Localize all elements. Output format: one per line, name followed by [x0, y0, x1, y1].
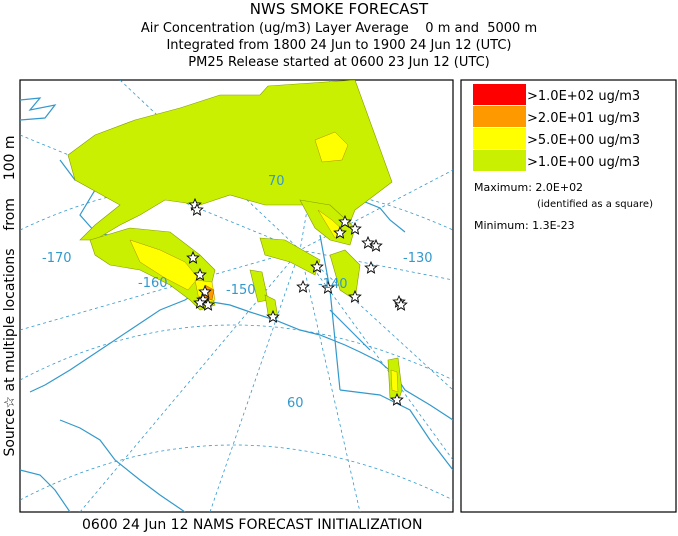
legend-swatch: [473, 84, 526, 105]
source-star: [266, 309, 280, 323]
minimum: Minimum: 1.3E-23: [474, 219, 575, 232]
legend-label: >2.0E+01 ug/m3: [527, 111, 640, 126]
legend-label: >5.0E+00 ug/m3: [527, 133, 640, 148]
graticule-label: -170: [42, 251, 72, 266]
source-star: [321, 280, 335, 294]
source-star: [348, 289, 362, 303]
legend-swatch: [473, 150, 526, 171]
graticule-label: -130: [403, 251, 433, 266]
legend-swatch: [473, 128, 526, 149]
source-star: [186, 250, 200, 264]
footer: 0600 24 Jun 12 NAMS FORECAST INITIALIZAT…: [82, 517, 422, 532]
source-star: [348, 221, 362, 235]
legend-label: >1.0E+00 ug/m3: [527, 155, 640, 170]
graticule-label: 60: [287, 396, 304, 411]
side-label: Source☆ at multiple locations from 100 m: [2, 135, 18, 456]
source-star: [296, 279, 310, 293]
legend: Maximum: 2.0E+02 (identified as a square…: [460, 79, 677, 513]
subtitle: Integrated from 1800 24 Jun to 1900 24 J…: [166, 38, 511, 53]
source-star: [338, 214, 352, 228]
subtitle: PM25 Release started at 0600 23 Jun 12 (…: [188, 55, 489, 70]
source-star: [390, 392, 404, 406]
source-star: [369, 238, 383, 252]
source-star: [310, 259, 324, 273]
graticule-label: -140: [318, 277, 348, 292]
legend-swatch: [473, 106, 526, 127]
source-star: [198, 284, 212, 298]
source-star: [193, 267, 207, 281]
source-star: [190, 202, 204, 216]
source-markers: [186, 197, 408, 406]
source-star: [333, 225, 347, 239]
source-star: [193, 295, 207, 309]
source-star: [364, 260, 378, 274]
map: -170 -160 -150 -140 -130 70 60: [19, 79, 454, 513]
maximum-note: (identified as a square): [537, 199, 653, 210]
subtitle: Air Concentration (ug/m3) Layer Average …: [141, 21, 537, 36]
title: NWS SMOKE FORECAST: [250, 0, 429, 18]
graticule-label: 70: [268, 174, 285, 189]
legend-label: >1.0E+02 ug/m3: [527, 89, 640, 104]
graticule-label: -150: [226, 283, 256, 298]
maximum: Maximum: 2.0E+02: [474, 181, 583, 194]
source-star: [394, 297, 408, 311]
graticule-label: -160: [138, 276, 168, 291]
